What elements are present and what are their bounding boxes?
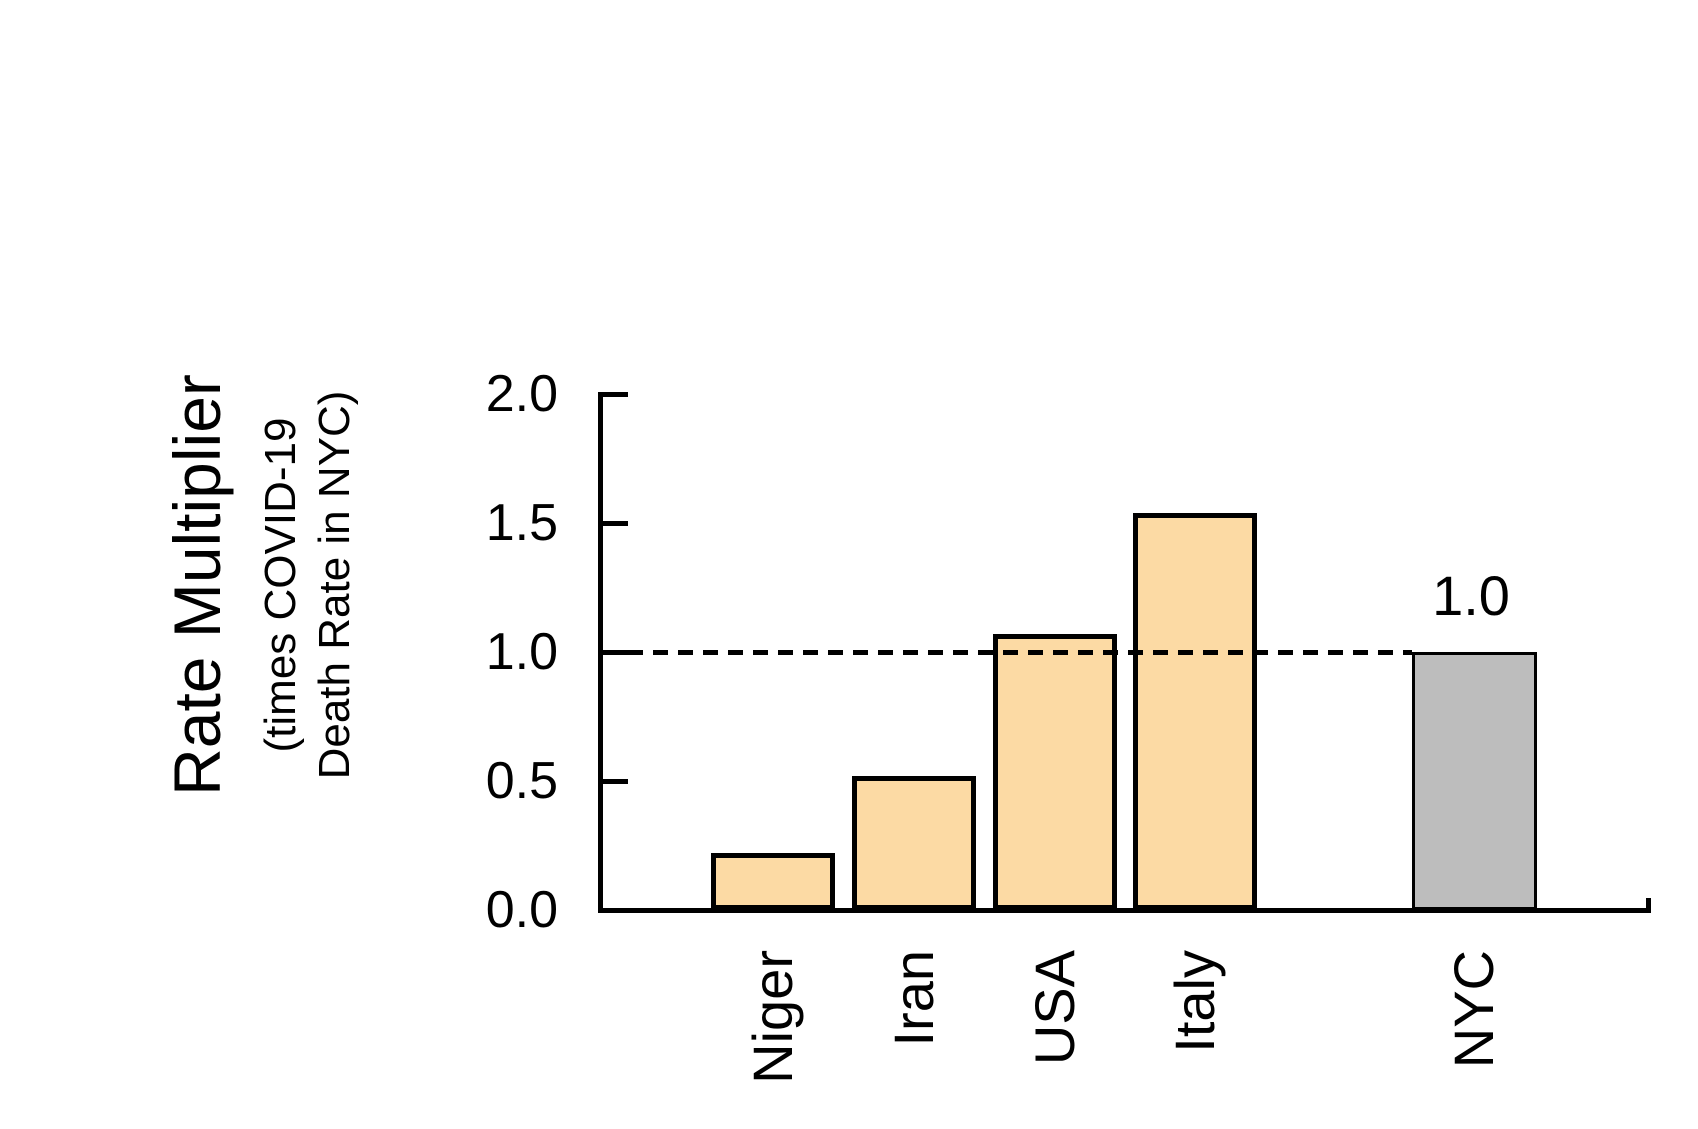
y-axis-spine <box>598 392 603 913</box>
bar-nyc <box>1412 652 1537 910</box>
x-tick-label-text: Iran <box>882 950 945 1047</box>
y-axis-subtitle-line1: (times COVID-19 <box>256 417 305 753</box>
bar-usa <box>993 633 1117 910</box>
y-axis-tick <box>603 779 628 784</box>
x-tick-label-text: NYC <box>1442 950 1505 1069</box>
bar-italy <box>1133 512 1257 910</box>
x-axis-end-tick <box>1646 898 1651 913</box>
y-axis-subtitle: (times COVID-19 Death Rate in NYC) <box>254 391 362 780</box>
y-tick-label: 1.5 <box>485 494 558 552</box>
y-tick-label: 2.0 <box>485 365 558 423</box>
y-axis-subtitle-line2: Death Rate in NYC) <box>310 390 359 780</box>
bar-iran <box>852 775 976 910</box>
y-tick-label: 0.5 <box>485 752 558 810</box>
reference-line-dashed <box>603 649 1412 655</box>
x-tick-label-text: Niger <box>741 950 804 1084</box>
y-tick-label: 0.0 <box>485 881 558 939</box>
y-axis-tick <box>603 521 628 526</box>
y-axis-title: Rate Multiplier <box>160 374 234 796</box>
bar-niger <box>711 853 835 910</box>
x-axis-spine <box>598 908 1651 913</box>
bar-value-label: 1.0 <box>1432 564 1510 627</box>
x-tick-label-text: Italy <box>1163 950 1226 1053</box>
x-tick-label-text: USA <box>1023 950 1086 1066</box>
y-axis-tick <box>603 392 628 397</box>
y-tick-label: 1.0 <box>485 623 558 681</box>
